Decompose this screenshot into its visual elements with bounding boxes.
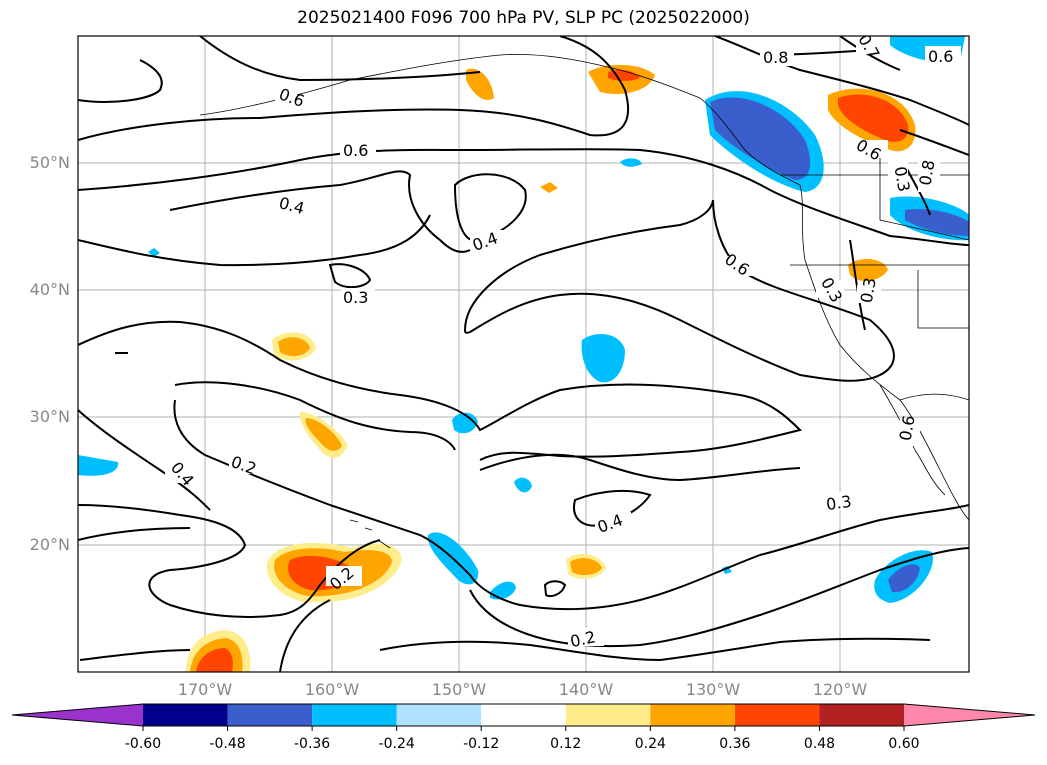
lon-label-160w: 160°W (304, 680, 360, 699)
lat-label-20n: 20°N (29, 535, 70, 554)
lat-label-50n: 50°N (29, 153, 70, 172)
colorbar (11, 703, 1036, 731)
contour-label: 0.3 (891, 165, 914, 193)
colorbar-tick-label: -0.48 (209, 736, 246, 752)
contour-label: 0.2 (568, 627, 597, 651)
colorbar-tick-label: 0.36 (719, 736, 751, 752)
contour-label: 0.6 (343, 141, 368, 160)
colorbar-segment (904, 704, 1035, 726)
colorbar-segment (12, 704, 143, 726)
contour-label: 0.6 (896, 414, 919, 442)
colorbar-tick-label: 0.12 (550, 736, 582, 752)
pv-map: 0.8 0.7 0.6 0.6 0.6 0.6 0.6 0.4 0.4 0.4 … (77, 35, 970, 673)
colorbar-segment (143, 704, 228, 726)
colorbar-tick-label: 0.24 (634, 736, 666, 752)
contour-label: 0.3 (825, 492, 853, 514)
colorbar-segment (481, 704, 566, 726)
contour-label: 0.3 (857, 276, 880, 304)
lon-label-140w: 140°W (558, 680, 614, 699)
contour-label: 0.8 (915, 159, 938, 187)
colorbar-segment (312, 704, 397, 726)
lon-label-120w: 120°W (812, 680, 868, 699)
map-title: 2025021400 F096 700 hPa PV, SLP PC (2025… (297, 8, 750, 28)
contour-label: 0.6 (928, 47, 953, 66)
colorbar-tick-label: -0.24 (378, 736, 415, 752)
colorbar-segment (734, 704, 820, 726)
lat-label-30n: 30°N (29, 407, 70, 426)
contour-label: 0.3 (343, 288, 368, 307)
contour-label: 0.8 (763, 48, 788, 67)
colorbar-tick-label: 0.60 (888, 736, 920, 752)
colorbar-segment (565, 704, 651, 726)
lon-label-150w: 150°W (431, 680, 487, 699)
colorbar-tick-label: -0.60 (124, 736, 162, 752)
colorbar-segment (396, 704, 482, 726)
colorbar-tick-label: -0.36 (293, 736, 331, 752)
lon-label-130w: 130°W (685, 680, 741, 699)
colorbar-segment (650, 704, 735, 726)
contour-label: 0.4 (167, 458, 198, 490)
lon-label-170w: 170°W (177, 680, 233, 699)
map-frame (77, 35, 970, 673)
contour-label: 0.3 (817, 274, 846, 306)
colorbar-segment (227, 704, 313, 726)
pv-fills (78, 36, 969, 672)
lat-label-40n: 40°N (29, 280, 70, 299)
colorbar-tick-label: -0.12 (463, 736, 500, 752)
colorbar-tick-label: 0.48 (803, 736, 836, 752)
contour-lines (78, 36, 969, 672)
colorbar-segment (819, 704, 904, 726)
gridlines (78, 36, 969, 672)
